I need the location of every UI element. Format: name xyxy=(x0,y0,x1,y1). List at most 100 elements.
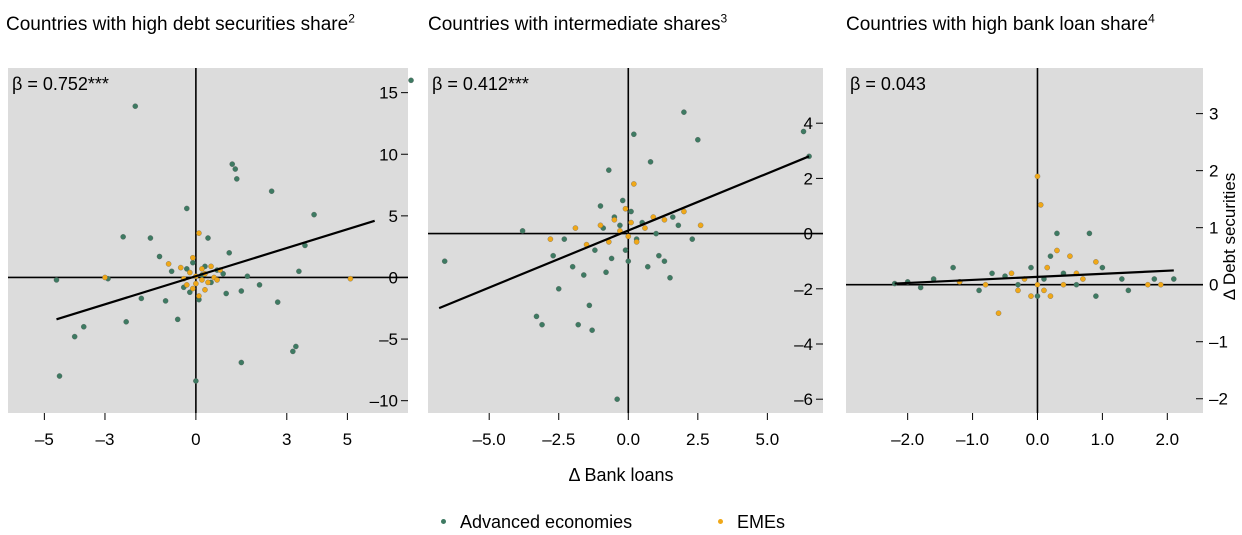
panel-1-point-advanced xyxy=(256,282,263,288)
panel-1-x-tick-label: –5 xyxy=(35,430,54,449)
panel-2-point-eme xyxy=(633,239,640,245)
panel-1-point-eme xyxy=(199,277,205,283)
panel-1-point-advanced xyxy=(184,205,190,212)
panel-1-point-eme xyxy=(205,279,211,286)
panel-2-point-advanced xyxy=(614,396,620,402)
panel-3-x-tick-label: –1.0 xyxy=(956,430,989,449)
panel-1-point-eme xyxy=(202,287,208,293)
panel-2-point-advanced xyxy=(441,258,448,264)
panel-1-point-advanced xyxy=(53,277,60,283)
panel-2-point-eme xyxy=(661,217,668,223)
panel-1-point-advanced xyxy=(290,348,296,355)
panel-2-point-advanced xyxy=(550,252,556,259)
panel-2-point-advanced xyxy=(653,230,659,237)
panel-1-point-advanced xyxy=(71,333,78,340)
panel-3-point-advanced xyxy=(1151,276,1158,282)
panel-3-y-tick-label: 2 xyxy=(1209,162,1218,181)
panel-2-background xyxy=(428,68,823,413)
panel-1-point-advanced xyxy=(174,316,181,323)
panel-2-x-tick-label: 0.0 xyxy=(616,430,640,449)
panel-3-point-advanced xyxy=(1054,230,1060,237)
panel-2-point-advanced xyxy=(631,131,637,137)
panel-1-point-advanced xyxy=(147,235,154,241)
panel-3-point-advanced xyxy=(989,270,995,277)
panel-2-point-advanced xyxy=(661,258,668,264)
panel-2-point-eme xyxy=(597,222,604,229)
panel-2-point-advanced xyxy=(695,137,701,143)
panel-2-point-advanced xyxy=(603,269,609,275)
panel-1-point-advanced xyxy=(268,188,275,194)
panel-3-y-tick-label: 0 xyxy=(1209,276,1218,295)
panel-3-point-eme xyxy=(1015,287,1021,294)
panel-1-point-advanced xyxy=(123,319,129,325)
panel-2-x-tick-label: 2.5 xyxy=(686,430,710,449)
panel-3-point-advanced xyxy=(1119,276,1125,282)
panel-title-2: Countries with intermediate shares3 xyxy=(428,11,828,35)
panel-1-y-tick-label: –5 xyxy=(379,330,398,349)
panel-3-point-eme xyxy=(995,310,1002,316)
panel-1-y-tick-label: –10 xyxy=(370,392,398,411)
panel-3-y-axis-label: Δ Debt securities xyxy=(1220,173,1239,301)
panel-2-fit-line xyxy=(438,155,810,310)
panel-2-point-advanced xyxy=(800,128,807,135)
panel-1-point-advanced xyxy=(226,250,232,256)
panel-1-point-eme xyxy=(102,274,108,281)
panel-title-2-footnote: 3 xyxy=(720,11,728,26)
panel-1-point-advanced xyxy=(229,161,235,167)
panel-1-point-advanced xyxy=(293,343,299,350)
panel-title-1-text: Countries with high debt securities shar… xyxy=(6,14,349,35)
panel-2-point-advanced xyxy=(606,167,612,173)
panel-1-point-eme xyxy=(199,266,205,272)
panel-2-point-advanced xyxy=(625,258,632,264)
panel-1-y-tick-label: 10 xyxy=(379,145,398,164)
panel-2-point-eme xyxy=(572,225,579,231)
panel-1-beta-annotation: β = 0.752*** xyxy=(12,74,109,94)
panel-1: –5 –3 0 3 5 –10 –5 0 5 10 15 β = 0.752*** xyxy=(8,68,414,449)
panel-1-point-eme xyxy=(196,293,202,299)
panel-2-point-advanced xyxy=(645,263,651,270)
panel-1-point-eme xyxy=(190,285,196,292)
panel-2-point-advanced xyxy=(681,109,687,115)
panel-1-point-advanced xyxy=(220,271,226,277)
legend-label-advanced: Advanced economies xyxy=(460,512,633,532)
panel-1-point-advanced xyxy=(296,268,302,275)
panel-2-point-eme xyxy=(611,217,618,223)
panel-1-point-advanced xyxy=(232,166,239,172)
panel-2-point-advanced xyxy=(622,247,629,253)
panel-2-point-advanced xyxy=(689,236,696,242)
panel-2-point-eme xyxy=(622,206,629,212)
panel-3: –2.0 –1.0 0.0 1.0 2.0 –2 –1 0 1 2 3 β = 0.043 Δ Debt… xyxy=(846,68,1239,449)
panel-2: –5.0 –2.5 0.0 2.5 5.0 –6 –4 –2 0 2 4 β = 0.412*** xyxy=(428,68,823,449)
panel-3-x-tick-label: –2.0 xyxy=(891,430,924,449)
panel-1-x-tick-label: 3 xyxy=(282,430,291,449)
panel-3-point-eme xyxy=(1060,281,1067,288)
panel-3-point-eme xyxy=(1037,202,1044,208)
panel-2-point-advanced xyxy=(667,275,673,281)
panel-3-point-eme xyxy=(1093,259,1099,265)
panel-1-point-eme xyxy=(193,280,199,287)
panel-1-point-advanced xyxy=(132,103,139,109)
panel-2-y-tick-label: –6 xyxy=(794,390,813,409)
panel-3-point-advanced xyxy=(1028,264,1034,271)
panel-3-x-tick-label: 0.0 xyxy=(1026,430,1050,449)
panel-1-point-advanced xyxy=(56,373,63,379)
panel-2-y-tick-label: –4 xyxy=(794,335,813,354)
panel-3-point-advanced xyxy=(1171,276,1177,282)
panel-1-x-tick-label: 5 xyxy=(343,430,352,449)
panel-1-point-advanced xyxy=(205,235,211,241)
panel-1-point-eme xyxy=(208,263,214,270)
panel-3-y-tick-label: 1 xyxy=(1209,219,1218,238)
panel-1-point-advanced xyxy=(274,299,281,305)
panel-2-x-tick-label: –5.0 xyxy=(473,430,506,449)
panel-2-point-advanced xyxy=(561,236,568,242)
panel-1-x-tick-label: 0 xyxy=(191,430,200,449)
panel-1-point-advanced xyxy=(244,273,251,279)
panel-2-point-advanced xyxy=(533,313,540,320)
panel-1-point-advanced xyxy=(193,378,199,384)
legend-label-eme: EMEs xyxy=(737,512,786,532)
panel-1-point-advanced xyxy=(408,77,414,84)
panel-2-y-tick-label: 0 xyxy=(804,225,813,244)
panel-3-point-eme xyxy=(1080,276,1086,282)
x-axis-label: Δ Bank loans xyxy=(568,465,674,485)
